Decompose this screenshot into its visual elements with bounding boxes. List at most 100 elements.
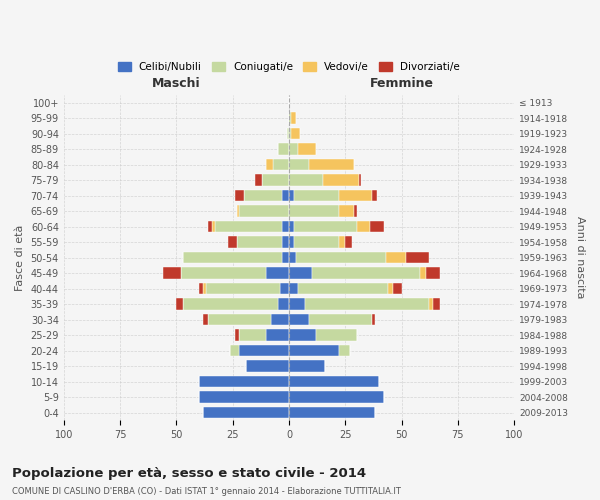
Bar <box>289 236 293 248</box>
Text: Popolazione per età, sesso e stato civile - 2014: Popolazione per età, sesso e stato civil… <box>12 468 366 480</box>
Bar <box>183 252 282 264</box>
Bar <box>373 190 377 202</box>
Bar <box>237 236 282 248</box>
Bar <box>338 206 355 217</box>
Bar <box>356 221 370 232</box>
Bar <box>282 252 289 264</box>
Bar <box>239 329 266 341</box>
Bar <box>289 376 379 388</box>
Bar <box>282 236 289 248</box>
Bar <box>239 344 289 356</box>
Bar <box>338 344 350 356</box>
Bar <box>293 190 338 202</box>
Bar <box>199 391 289 403</box>
Bar <box>406 252 428 264</box>
Bar <box>338 190 373 202</box>
Bar <box>359 174 361 186</box>
Bar <box>346 236 352 248</box>
Bar <box>273 159 289 170</box>
Bar <box>388 282 392 294</box>
Bar <box>237 206 239 217</box>
Bar <box>305 298 428 310</box>
Bar <box>289 391 383 403</box>
Legend: Celibi/Nubili, Coniugati/e, Vedovi/e, Divorziati/e: Celibi/Nubili, Coniugati/e, Vedovi/e, Di… <box>114 58 464 76</box>
Bar <box>293 221 356 232</box>
Bar <box>427 267 440 279</box>
Bar <box>287 128 289 140</box>
Bar <box>298 282 388 294</box>
Bar <box>208 314 271 326</box>
Bar <box>278 298 289 310</box>
Bar <box>215 221 282 232</box>
Bar <box>212 221 215 232</box>
Bar <box>289 206 338 217</box>
Bar <box>291 112 296 124</box>
Bar <box>266 267 289 279</box>
Bar <box>203 406 289 418</box>
Bar <box>355 206 356 217</box>
Bar <box>289 190 293 202</box>
Bar <box>266 159 273 170</box>
Bar <box>289 252 296 264</box>
Bar <box>244 190 282 202</box>
Bar <box>181 267 266 279</box>
Text: Maschi: Maschi <box>152 77 201 90</box>
Bar <box>239 206 289 217</box>
Bar <box>323 174 359 186</box>
Bar <box>428 298 433 310</box>
Bar <box>298 144 316 155</box>
Bar <box>176 298 183 310</box>
Bar <box>282 221 289 232</box>
Bar <box>291 128 300 140</box>
Bar <box>203 314 208 326</box>
Bar <box>289 174 323 186</box>
Bar <box>293 236 338 248</box>
Bar <box>289 144 298 155</box>
Bar <box>309 314 373 326</box>
Bar <box>392 282 401 294</box>
Bar <box>419 267 427 279</box>
Y-axis label: Anni di nascita: Anni di nascita <box>575 216 585 299</box>
Bar <box>208 221 212 232</box>
Bar <box>163 267 181 279</box>
Bar <box>183 298 278 310</box>
Bar <box>199 376 289 388</box>
Bar <box>433 298 440 310</box>
Bar <box>282 190 289 202</box>
Bar <box>289 298 305 310</box>
Bar <box>278 144 289 155</box>
Bar <box>316 329 356 341</box>
Bar <box>280 282 289 294</box>
Bar <box>289 159 309 170</box>
Bar <box>386 252 406 264</box>
Bar <box>370 221 383 232</box>
Bar <box>289 329 316 341</box>
Bar <box>289 282 298 294</box>
Bar <box>246 360 289 372</box>
Bar <box>266 329 289 341</box>
Bar <box>296 252 386 264</box>
Bar <box>206 282 280 294</box>
Bar <box>289 112 291 124</box>
Bar <box>289 360 325 372</box>
Bar <box>373 314 374 326</box>
Text: Femmine: Femmine <box>370 77 434 90</box>
Bar <box>255 174 262 186</box>
Bar <box>199 282 203 294</box>
Bar <box>289 221 293 232</box>
Bar <box>230 344 239 356</box>
Bar <box>235 329 239 341</box>
Bar <box>203 282 206 294</box>
Text: COMUNE DI CASLINO D'ERBA (CO) - Dati ISTAT 1° gennaio 2014 - Elaborazione TUTTIT: COMUNE DI CASLINO D'ERBA (CO) - Dati IST… <box>12 488 401 496</box>
Y-axis label: Fasce di età: Fasce di età <box>15 224 25 290</box>
Bar <box>311 267 419 279</box>
Bar <box>289 314 309 326</box>
Bar <box>271 314 289 326</box>
Bar <box>289 128 291 140</box>
Bar <box>309 159 355 170</box>
Bar <box>228 236 237 248</box>
Bar <box>289 344 338 356</box>
Bar <box>338 236 346 248</box>
Bar <box>289 406 374 418</box>
Bar <box>289 267 311 279</box>
